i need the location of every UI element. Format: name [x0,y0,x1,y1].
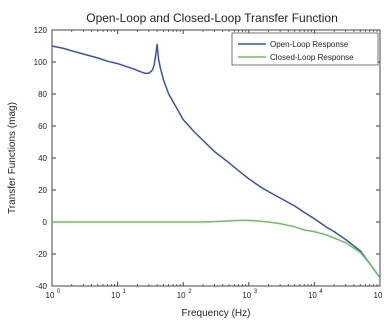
x-tick-label: 10 [177,291,186,300]
y-tick-label: 20 [38,186,47,195]
series-open-loop-response [51,43,381,279]
y-tick-label: 100 [34,58,48,67]
legend-label-open-loop: Open-Loop Response [270,40,349,49]
y-tick-label: -20 [35,250,47,259]
x-tick-label-exponent: 3 [254,289,258,295]
y-tick-label: 40 [38,154,47,163]
x-tick-label-exponent: 2 [188,289,192,295]
series-closed-loop-response [52,219,381,279]
x-tick-label-exponent: 4 [319,289,323,295]
plot-frame [51,29,381,287]
plot-area [51,29,381,287]
y-tick-label: 0 [43,218,48,227]
chart-title: Open-Loop and Closed-Loop Transfer Funct… [86,11,338,25]
x-tick-label-exponent: 1 [123,289,127,295]
x-tick-label: 10 [308,291,317,300]
x-tick-label: 10 [46,291,55,300]
x-axis-label: Frequency (Hz) [182,308,251,319]
legend-label-closed-loop: Closed-Loop Response [270,53,354,62]
series-layer [51,43,381,279]
y-tick-label: -40 [35,282,47,291]
y-tick-label: 120 [34,26,48,35]
legend-box [231,32,379,66]
y-axis-label: Transfer Functions (mag) [7,102,18,214]
legend: Open-Loop Response Closed-Loop Response [231,32,379,66]
y-tick-label: 80 [38,90,47,99]
x-tick-label: 10 [111,291,120,300]
y-tick-label: 60 [38,122,47,131]
x-axis: 100101102103104105 [46,30,383,300]
x-tick-label: 10 [242,291,251,300]
x-tick-label: 10 [374,291,383,300]
x-tick-label-exponent: 0 [57,289,61,295]
